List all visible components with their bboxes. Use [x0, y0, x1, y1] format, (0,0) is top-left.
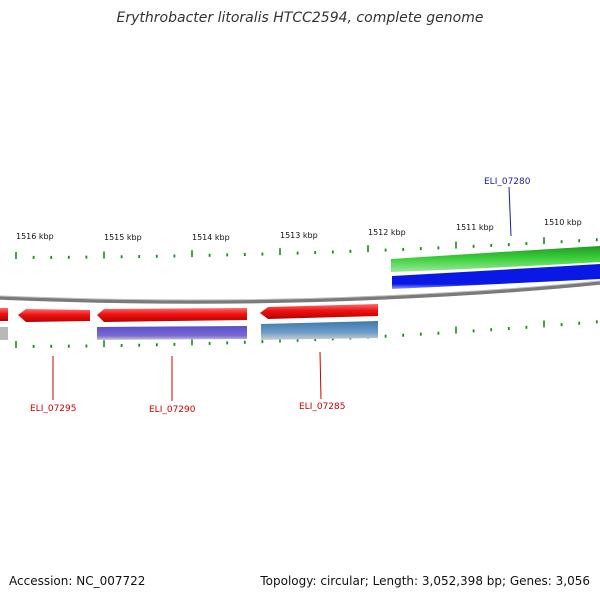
tick-label: 1513 kbp: [280, 231, 318, 240]
label-leader: [319, 351, 322, 400]
tick-label: 1516 kbp: [16, 232, 54, 241]
gene-reverse-ELI_07290[interactable]: [97, 308, 247, 322]
gene-reverse-ELI_07285[interactable]: [260, 304, 378, 319]
genome-summary: Topology: circular; Length: 3,052,398 bp…: [260, 574, 590, 588]
cds-reverse-ELI_07290[interactable]: [97, 326, 247, 340]
cds-forward-ELI_07280[interactable]: [392, 264, 600, 289]
tick-label: 1510 kbp: [544, 218, 582, 227]
map-title: Erythrobacter litoralis HTCC2594, comple…: [116, 10, 484, 26]
tick-label: 1511 kbp: [456, 223, 494, 232]
accession-label: Accession: NC_007722: [9, 574, 146, 588]
gene-label-ELI_07280[interactable]: ELI_07280: [484, 177, 531, 187]
gene-reverse-ELI_07295[interactable]: [18, 309, 90, 322]
genome-backbone: [0, 281, 600, 304]
tick-label: 1515 kbp: [104, 233, 142, 242]
gene-label-ELI_07285[interactable]: ELI_07285: [299, 402, 346, 412]
gene-reverse-partial[interactable]: [0, 308, 8, 321]
cds-reverse-partial[interactable]: [0, 327, 8, 340]
label-leader: [508, 186, 512, 237]
genome-backbone-highlight: [0, 280, 600, 301]
ruler-ticks-outer: [15, 237, 598, 259]
tick-label: 1514 kbp: [192, 233, 230, 242]
gene-label-ELI_07295[interactable]: ELI_07295: [30, 404, 77, 414]
cds-reverse-ELI_07285[interactable]: [261, 321, 378, 340]
gene-forward-ELI_07280[interactable]: [391, 246, 600, 272]
tick-label: 1512 kbp: [368, 228, 406, 237]
gene-label-ELI_07290[interactable]: ELI_07290: [149, 405, 196, 415]
